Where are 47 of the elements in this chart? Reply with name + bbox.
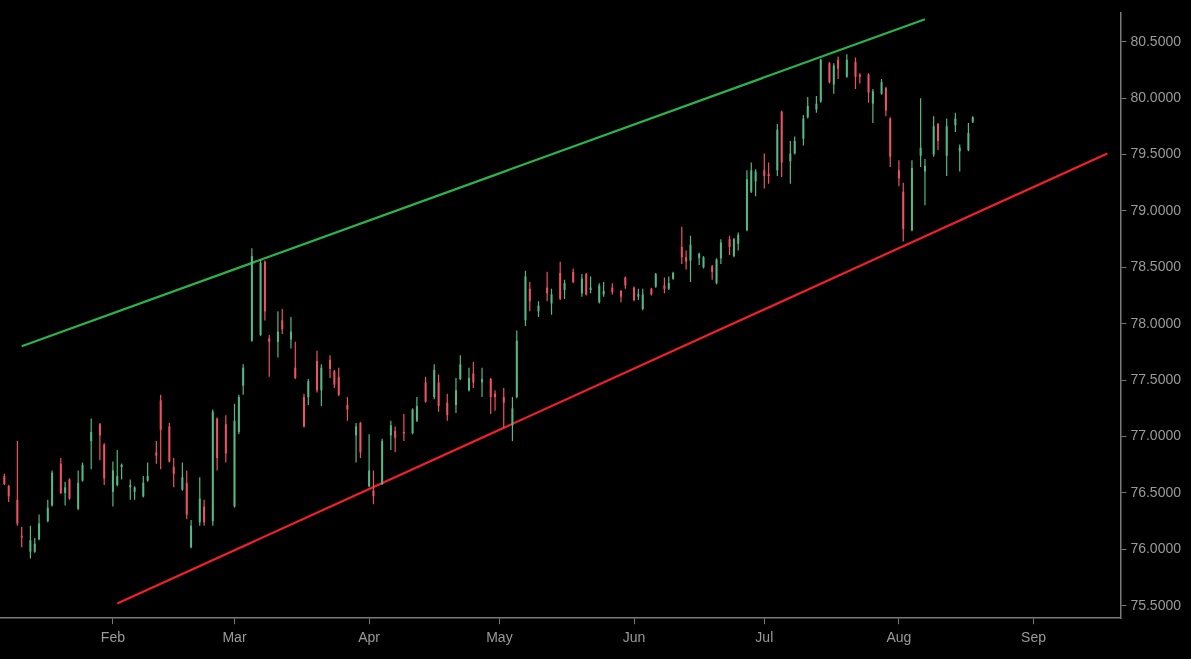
candlestick <box>923 159 926 206</box>
x-tick-label: Jun <box>622 629 646 646</box>
y-tick-label: 77.0000 <box>1130 427 1182 444</box>
candlestick <box>511 397 514 442</box>
y-tick-label: 78.0000 <box>1130 314 1182 331</box>
candlestick <box>359 421 362 459</box>
candlestick <box>937 122 939 151</box>
candlestick <box>316 350 319 393</box>
y-tick-label: 80.0000 <box>1130 89 1182 105</box>
candlestick <box>867 73 870 103</box>
x-tick-label: Aug <box>886 629 912 646</box>
y-tick-label: 77.5000 <box>1130 371 1182 388</box>
candlestick <box>454 377 457 413</box>
candlestick <box>828 62 831 84</box>
y-tick-label: 79.0000 <box>1130 201 1182 218</box>
candlestick <box>81 462 84 482</box>
candlestick <box>372 470 375 505</box>
x-tick-label: Apr <box>358 629 381 646</box>
candlestick <box>537 301 540 317</box>
y-tick-label: 76.0000 <box>1130 540 1182 557</box>
candlestick <box>411 408 414 435</box>
candlestick <box>524 270 527 327</box>
x-tick-label: Mar <box>222 629 247 646</box>
candlestick <box>728 235 731 255</box>
candlestick <box>633 286 636 302</box>
candlestick <box>563 279 566 299</box>
candlestick <box>355 423 358 463</box>
candlestick <box>619 289 622 303</box>
candlestick <box>854 57 857 90</box>
y-tick-label: 79.5000 <box>1130 145 1182 162</box>
y-tick-label: 78.5000 <box>1130 258 1182 275</box>
x-tick-label: Jul <box>755 629 774 646</box>
candlestick <box>702 256 705 269</box>
candlestick <box>68 478 71 500</box>
candlestick <box>468 367 470 392</box>
x-tick-label: Feb <box>100 629 126 646</box>
y-tick-label: 75.5000 <box>1130 596 1182 613</box>
candlestick <box>880 78 883 95</box>
candlestick <box>689 235 692 283</box>
candlestick <box>550 288 553 315</box>
y-tick-label: 76.5000 <box>1130 483 1182 500</box>
x-tick-label: May <box>486 629 513 646</box>
x-tick-label: Sep <box>1021 629 1047 646</box>
y-tick-label: 80.5000 <box>1130 32 1182 49</box>
candlestick <box>897 160 900 187</box>
candlestick <box>329 355 332 378</box>
candlestick <box>715 258 718 285</box>
